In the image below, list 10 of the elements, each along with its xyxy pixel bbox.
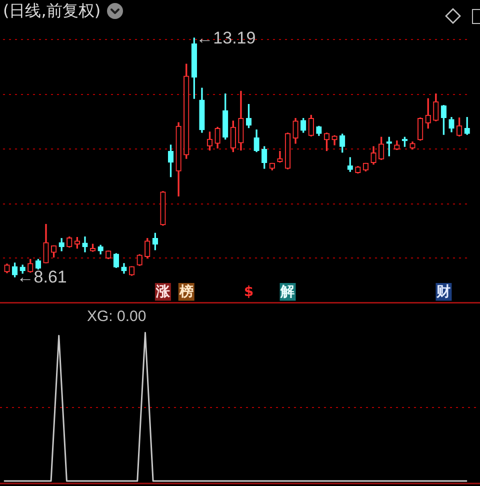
annotation: ←8.61: [16, 268, 67, 287]
candlestick: [82, 236, 88, 252]
x-tick-label: 涨: [154, 284, 171, 300]
chart-title: XG: 0.00: [87, 307, 146, 327]
chart-title: (日线,前复权): [3, 1, 101, 21]
x-tick-label: 榜: [178, 283, 194, 300]
x-tick-label: $: [244, 284, 254, 300]
annotation: ←13.19: [196, 28, 256, 48]
x-tick-label: 财: [436, 284, 451, 300]
x-tick-label: 解: [280, 284, 295, 300]
